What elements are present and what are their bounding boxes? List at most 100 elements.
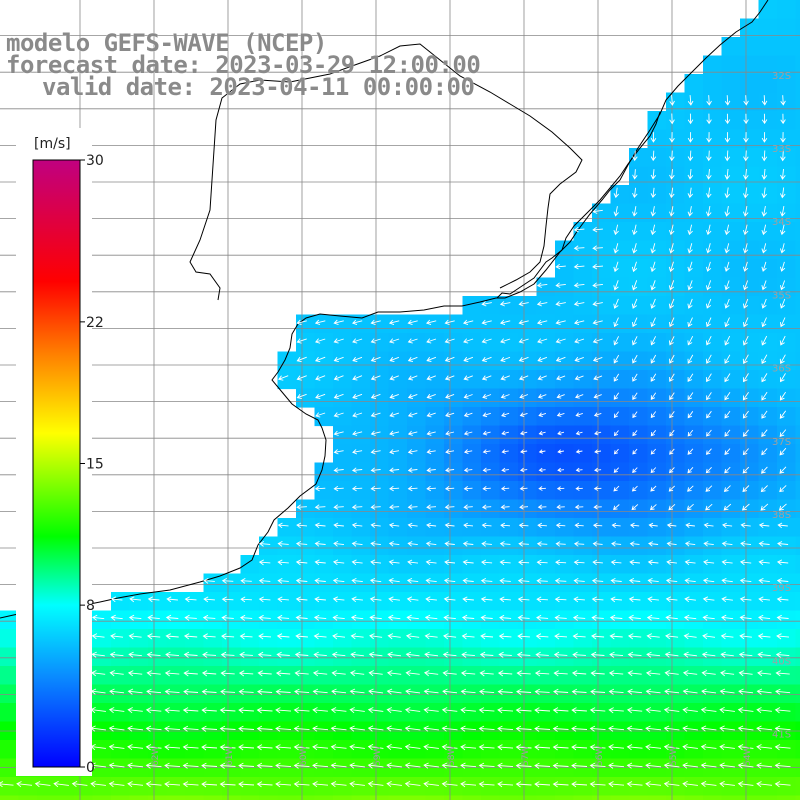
- speed-cell: [333, 592, 353, 612]
- speed-cell: [684, 314, 704, 334]
- wind-arrow-icon: [387, 651, 402, 658]
- wind-arrow-icon: [182, 781, 199, 788]
- speed-cell: [370, 481, 390, 501]
- wind-arrow-icon: [669, 169, 675, 180]
- speed-cell: [573, 277, 593, 297]
- speed-cell: [0, 647, 20, 667]
- wind-arrow-icon: [650, 411, 657, 419]
- wind-arrow-icon: [682, 670, 698, 677]
- wind-arrow-icon: [780, 113, 786, 125]
- wind-arrow-icon: [423, 707, 439, 714]
- speed-cell: [721, 407, 741, 427]
- wind-arrow-icon: [461, 651, 475, 658]
- speed-cell: [462, 592, 482, 612]
- speed-cell: [518, 777, 538, 797]
- speed-cell: [277, 610, 297, 630]
- speed-cell: [166, 647, 186, 667]
- forecast-date-title: forecast date: 2023-03-29 12:00:00: [6, 51, 481, 79]
- wind-arrow-icon: [239, 614, 253, 621]
- wind-arrow-icon: [574, 504, 584, 510]
- wind-arrow-icon: [719, 780, 735, 788]
- speed-cell: [499, 388, 519, 408]
- speed-cell: [148, 610, 168, 630]
- speed-cell: [518, 370, 538, 390]
- wind-arrow-icon: [389, 449, 400, 455]
- speed-cell: [314, 629, 334, 649]
- speed-cell: [462, 573, 482, 593]
- wind-arrow-icon: [256, 781, 273, 788]
- speed-cell: [684, 555, 704, 575]
- speed-cell: [166, 610, 186, 630]
- wind-arrow-icon: [757, 670, 772, 677]
- speed-cell: [684, 333, 704, 353]
- speed-cell: [610, 499, 630, 519]
- wind-arrow-icon: [127, 688, 143, 695]
- wind-arrow-icon: [351, 577, 363, 584]
- speed-cell: [629, 351, 649, 371]
- speed-cell: [333, 795, 353, 800]
- wind-arrow-icon: [613, 392, 620, 400]
- speed-cell: [592, 666, 612, 686]
- wind-arrow-icon: [109, 670, 124, 677]
- wind-arrow-icon: [313, 651, 327, 658]
- speed-cell: [740, 740, 760, 760]
- wind-arrow-icon: [556, 504, 565, 510]
- speed-cell: [740, 74, 760, 94]
- speed-cell: [684, 629, 704, 649]
- wind-arrow-icon: [352, 356, 363, 363]
- speed-cell: [795, 74, 800, 94]
- speed-cell: [758, 388, 778, 408]
- wind-arrow-icon: [687, 466, 694, 474]
- wind-arrow-icon: [145, 744, 162, 751]
- wind-arrow-icon: [553, 688, 569, 695]
- wind-arrow-icon: [293, 707, 310, 714]
- wind-arrow-icon: [627, 633, 642, 640]
- speed-cell: [222, 703, 242, 723]
- speed-cell: [518, 333, 538, 353]
- speed-cell: [721, 277, 741, 297]
- speed-cell: [758, 555, 778, 575]
- wind-arrow-icon: [646, 614, 660, 621]
- speed-cell: [666, 203, 686, 223]
- speed-cell: [795, 148, 800, 168]
- wind-arrow-icon: [407, 393, 418, 399]
- wind-arrow-icon: [368, 688, 384, 695]
- speed-cell: [444, 370, 464, 390]
- speed-cell: [795, 518, 800, 538]
- speed-cell: [740, 240, 760, 260]
- speed-cell: [666, 444, 686, 464]
- speed-cell: [407, 481, 427, 501]
- wind-arrow-icon: [296, 319, 307, 326]
- wind-arrow-icon: [312, 744, 329, 751]
- wind-arrow-icon: [572, 651, 586, 658]
- speed-cell: [351, 536, 371, 556]
- speed-cell: [629, 629, 649, 649]
- wind-arrow-icon: [257, 651, 272, 658]
- wind-arrow-icon: [779, 335, 786, 346]
- wind-arrow-icon: [742, 224, 749, 236]
- wind-arrow-icon: [593, 393, 602, 399]
- speed-cell: [351, 592, 371, 612]
- wind-arrow-icon: [201, 781, 218, 788]
- speed-cell: [573, 703, 593, 723]
- wind-arrow-icon: [423, 744, 439, 751]
- speed-cell: [425, 481, 445, 501]
- speed-cell: [703, 333, 723, 353]
- speed-cell: [758, 314, 778, 334]
- wind-arrow-icon: [312, 781, 329, 788]
- wind-arrow-icon: [571, 670, 587, 677]
- speed-cell: [481, 351, 501, 371]
- wind-arrow-icon: [479, 670, 494, 677]
- wind-arrow-icon: [219, 725, 236, 732]
- wind-arrow-icon: [460, 688, 476, 695]
- wind-arrow-icon: [330, 744, 347, 751]
- speed-cell: [111, 795, 131, 800]
- speed-cell: [333, 481, 353, 501]
- wind-arrow-icon: [219, 707, 236, 714]
- speed-cell: [795, 536, 800, 556]
- wind-arrow-icon: [758, 540, 770, 547]
- speed-cell: [758, 222, 778, 242]
- wind-arrow-icon: [275, 744, 292, 751]
- speed-cell: [684, 740, 704, 760]
- speed-cell: [111, 758, 131, 778]
